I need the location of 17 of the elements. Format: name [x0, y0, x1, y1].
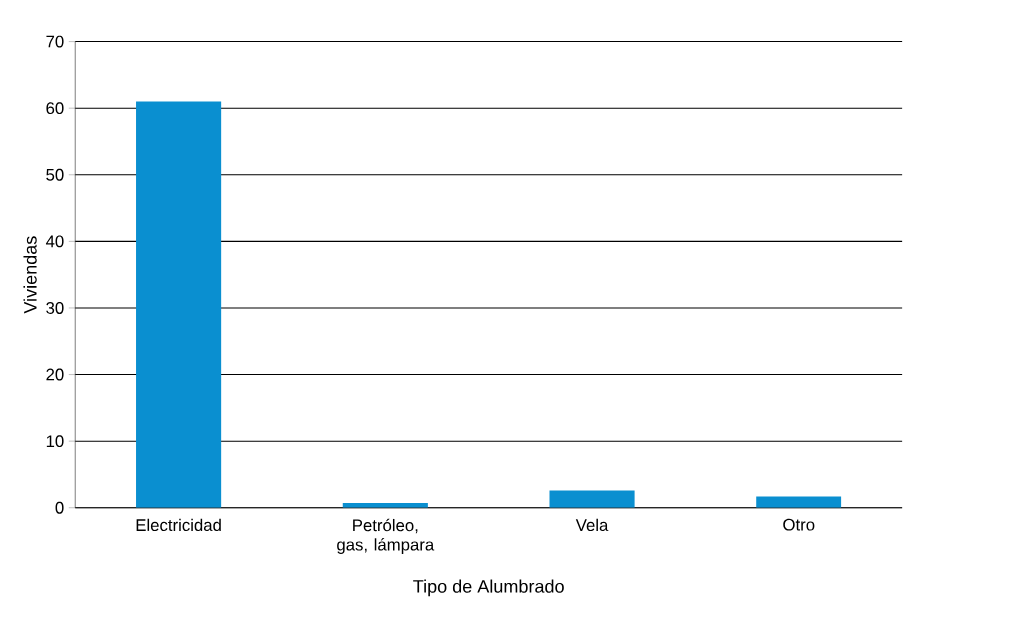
x-tick-label: Vela — [575, 518, 609, 532]
x-axis-title: Tipo de Alumbrado — [413, 579, 564, 597]
bar — [756, 496, 842, 508]
y-tick-label: 0 — [55, 501, 64, 514]
y-axis-title: Viviendas — [23, 236, 37, 314]
y-tick-label: 10 — [46, 435, 64, 448]
y-tick-label: 50 — [46, 168, 64, 181]
y-tick-label: 20 — [46, 368, 64, 381]
y-tick-label: 70 — [46, 35, 64, 48]
y-tick-label: 40 — [45, 235, 64, 248]
bar — [549, 490, 635, 508]
y-tick-label: 60 — [46, 102, 64, 115]
x-tick-label: Petróleo, gas, lámpara — [337, 518, 435, 555]
x-tick-label: Electricidad — [136, 518, 221, 532]
x-tick-label: Otro — [783, 518, 815, 531]
bar — [136, 101, 222, 508]
y-tick-label: 30 — [46, 302, 64, 314]
